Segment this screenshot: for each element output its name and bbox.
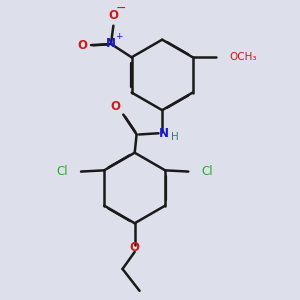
Text: O: O: [110, 100, 121, 113]
Text: O: O: [77, 39, 88, 52]
Text: OCH₃: OCH₃: [229, 52, 257, 62]
Text: N: N: [159, 128, 169, 140]
Text: −: −: [116, 2, 126, 15]
Text: H: H: [171, 132, 179, 142]
Text: N: N: [106, 38, 116, 50]
Text: Cl: Cl: [201, 165, 213, 178]
Text: O: O: [130, 241, 140, 254]
Text: Cl: Cl: [57, 165, 68, 178]
Text: O: O: [108, 9, 118, 22]
Text: +: +: [115, 32, 122, 40]
